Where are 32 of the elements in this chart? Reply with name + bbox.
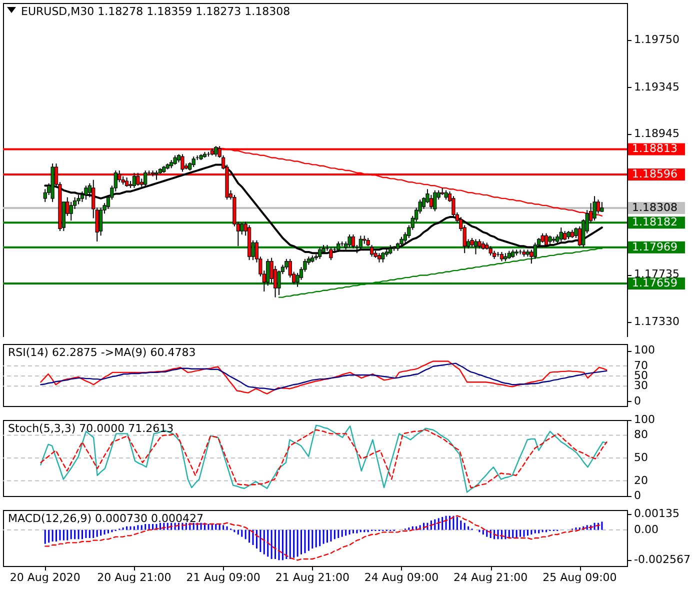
y-tick-label: 30	[634, 379, 648, 392]
y-tick-label: 0.00135	[634, 507, 680, 520]
y-tick-label: 80	[634, 428, 648, 442]
y-tick-label: 50	[634, 451, 648, 464]
x-tick-label: 24 Aug 21:00	[454, 571, 528, 584]
y-tick-label: 0	[634, 489, 641, 502]
y-tick-label: 1.19750	[634, 33, 680, 46]
chart-title: RSI(14) 62.2875 ->MA(9) 60.4783	[8, 346, 196, 359]
ref-line-label: 1.17969	[632, 240, 678, 254]
ref-line-label: 1.18182	[632, 216, 678, 229]
y-tick-label: 1.17330	[634, 314, 680, 328]
y-tick-label: 0	[634, 394, 641, 408]
ref-line-label: 1.18813	[632, 142, 678, 156]
x-tick-label: 25 Aug 09:00	[542, 571, 617, 584]
x-tick-label: 24 Aug 09:00	[364, 571, 439, 584]
x-tick-label: 21 Aug 21:00	[275, 571, 350, 584]
y-tick-label: 20	[634, 474, 648, 487]
y-tick-label: 1.18945	[634, 126, 680, 140]
x-tick-label: 20 Aug 2020	[10, 571, 80, 584]
ref-line-label: 1.18308	[632, 200, 678, 214]
chart-title: EURUSD,M30 1.18278 1.18359 1.18273 1.18308	[21, 5, 290, 18]
x-tick-label: 20 Aug 21:00	[97, 571, 172, 584]
chart-title: Stoch(5,3,3) 70.0000 71.2613	[8, 422, 174, 435]
x-tick-label: 21 Aug 09:00	[186, 571, 260, 584]
y-tick-label: 1.19345	[634, 80, 680, 94]
chart-title: MACD(12,26,9) 0.000730 0.000427	[8, 512, 204, 525]
y-tick-label: -0.002567	[634, 552, 690, 566]
y-tick-label: 100	[634, 413, 655, 426]
y-tick-label: 0.00	[634, 522, 658, 536]
y-tick-label: 70	[634, 358, 648, 372]
y-tick-label: 100	[634, 344, 655, 357]
ref-line-label: 1.18596	[632, 167, 678, 180]
